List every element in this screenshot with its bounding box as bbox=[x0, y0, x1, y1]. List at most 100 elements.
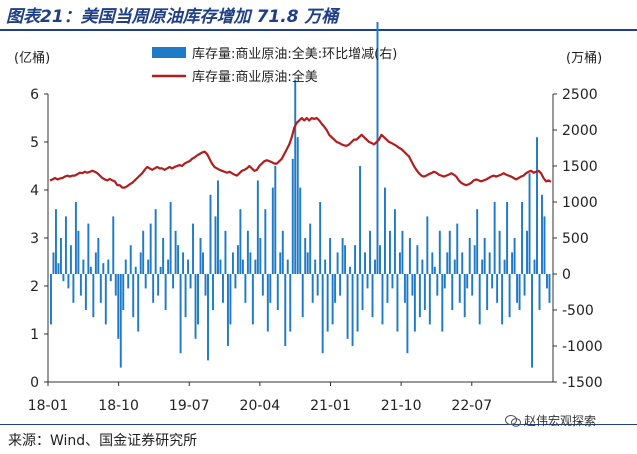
bar bbox=[423, 274, 426, 310]
bar bbox=[483, 238, 486, 274]
bar bbox=[533, 259, 536, 274]
bar bbox=[319, 202, 322, 274]
bar bbox=[142, 230, 145, 274]
bar bbox=[152, 274, 155, 303]
bar bbox=[329, 238, 332, 274]
bar bbox=[433, 266, 436, 274]
bar bbox=[177, 245, 180, 274]
bar bbox=[149, 223, 152, 274]
bar bbox=[231, 252, 234, 274]
bar bbox=[77, 230, 80, 274]
bar bbox=[124, 259, 127, 274]
bar bbox=[276, 274, 279, 310]
bar bbox=[50, 274, 52, 325]
bar bbox=[187, 259, 190, 274]
bar bbox=[251, 274, 254, 325]
bar bbox=[339, 274, 342, 296]
bar bbox=[428, 274, 431, 325]
bar bbox=[226, 274, 229, 346]
bar bbox=[396, 274, 399, 332]
bar bbox=[473, 245, 476, 274]
bar bbox=[209, 194, 212, 274]
bar bbox=[104, 274, 107, 325]
bar bbox=[147, 259, 150, 274]
bar bbox=[114, 274, 117, 296]
bar bbox=[57, 263, 60, 274]
bar bbox=[137, 274, 140, 332]
line-series bbox=[49, 116, 552, 189]
bar bbox=[448, 230, 451, 274]
bar bbox=[463, 274, 466, 318]
bar bbox=[197, 274, 199, 325]
watermark: 赵伟宏观探索 bbox=[505, 412, 596, 429]
bar bbox=[286, 259, 289, 274]
bar bbox=[518, 274, 521, 310]
bar bbox=[94, 252, 97, 274]
bar bbox=[441, 274, 444, 332]
bar bbox=[64, 216, 67, 274]
bar bbox=[361, 274, 364, 310]
bar bbox=[279, 252, 282, 274]
bar bbox=[406, 274, 409, 354]
right-tick-label: 2000 bbox=[562, 123, 598, 139]
bar bbox=[62, 274, 65, 282]
bar bbox=[496, 274, 499, 303]
bar bbox=[369, 230, 371, 274]
bar bbox=[67, 274, 70, 289]
x-tick-label: 22-07 bbox=[451, 398, 492, 414]
bar bbox=[221, 274, 224, 303]
bar bbox=[376, 22, 379, 274]
bar bbox=[391, 274, 394, 289]
bar bbox=[154, 209, 157, 274]
left-tick-label: 0 bbox=[30, 375, 39, 391]
bar bbox=[481, 259, 484, 274]
bar bbox=[102, 263, 105, 274]
bar bbox=[169, 202, 172, 274]
bar bbox=[234, 274, 237, 289]
bar bbox=[324, 259, 327, 274]
bar bbox=[236, 245, 239, 274]
bar bbox=[117, 274, 120, 339]
bar bbox=[249, 252, 252, 274]
bar bbox=[356, 274, 359, 332]
bar bbox=[413, 274, 416, 332]
bar bbox=[164, 274, 167, 310]
bar bbox=[408, 238, 411, 274]
bar bbox=[531, 274, 533, 368]
bar bbox=[451, 274, 454, 310]
bar-series bbox=[50, 22, 551, 368]
wechat-icon bbox=[505, 414, 521, 427]
bar bbox=[513, 238, 516, 274]
bar bbox=[229, 274, 232, 325]
bar bbox=[89, 266, 92, 274]
bar bbox=[239, 209, 242, 274]
right-tick-label: 0 bbox=[562, 267, 571, 283]
bar bbox=[212, 274, 214, 310]
bar bbox=[52, 252, 55, 274]
bar bbox=[159, 266, 162, 274]
right-tick-label: 1000 bbox=[562, 195, 598, 211]
bar bbox=[508, 274, 511, 318]
bar bbox=[488, 252, 491, 274]
bar bbox=[182, 252, 185, 274]
bar bbox=[446, 252, 449, 274]
bar bbox=[401, 230, 404, 274]
inventory-line bbox=[49, 116, 552, 189]
bar bbox=[416, 245, 419, 274]
bar bbox=[403, 274, 406, 303]
bar bbox=[84, 274, 87, 310]
bar bbox=[388, 230, 391, 274]
left-unit-label: (亿桶) bbox=[14, 51, 50, 66]
bar bbox=[486, 274, 489, 310]
bar bbox=[334, 274, 337, 303]
bar bbox=[548, 274, 551, 303]
left-tick-label: 5 bbox=[30, 135, 39, 151]
bar bbox=[321, 274, 324, 354]
bar bbox=[336, 252, 339, 274]
bar bbox=[139, 252, 142, 274]
bar bbox=[132, 274, 135, 318]
legend-bar-swatch bbox=[152, 47, 186, 58]
bar bbox=[129, 245, 132, 274]
bar bbox=[379, 245, 381, 274]
bar bbox=[354, 245, 357, 274]
